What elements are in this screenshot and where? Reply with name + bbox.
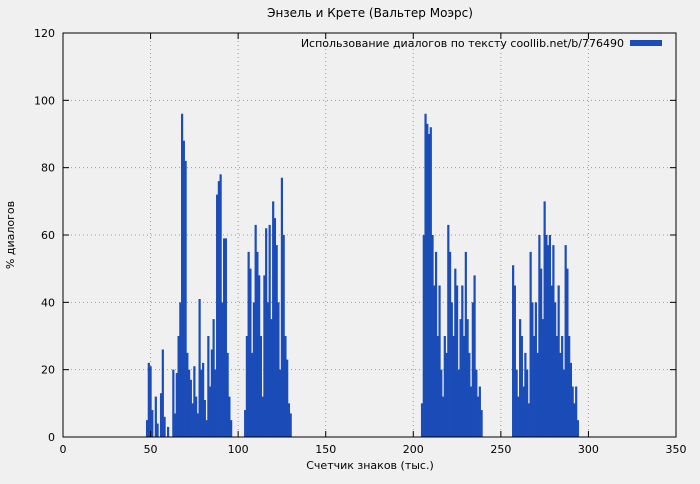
tick-marks bbox=[62, 32, 677, 438]
svg-text:0: 0 bbox=[60, 443, 67, 456]
svg-text:120: 120 bbox=[34, 27, 55, 40]
chart-title: Энзель и Крете (Вальтер Моэрс) bbox=[267, 6, 473, 20]
svg-text:150: 150 bbox=[315, 443, 336, 456]
svg-text:250: 250 bbox=[490, 443, 511, 456]
impulse-series bbox=[145, 113, 580, 437]
svg-text:80: 80 bbox=[41, 162, 55, 175]
svg-text:100: 100 bbox=[228, 443, 249, 456]
legend-swatch bbox=[630, 40, 662, 46]
svg-text:20: 20 bbox=[41, 364, 55, 377]
x-tick-labels: 0 50 100 150 200 250 300 350 bbox=[60, 443, 687, 456]
x-axis-label: Счетчик знаков (тыс.) bbox=[306, 459, 434, 472]
svg-text:100: 100 bbox=[34, 94, 55, 107]
svg-text:300: 300 bbox=[578, 443, 599, 456]
svg-text:200: 200 bbox=[403, 443, 424, 456]
svg-text:350: 350 bbox=[666, 443, 687, 456]
svg-text:40: 40 bbox=[41, 296, 55, 309]
y-axis-label: % диалогов bbox=[4, 201, 17, 269]
svg-text:0: 0 bbox=[48, 431, 55, 444]
legend-label: Использование диалогов по тексту coollib… bbox=[301, 37, 624, 50]
svg-text:50: 50 bbox=[144, 443, 158, 456]
svg-text:60: 60 bbox=[41, 229, 55, 242]
y-tick-labels: 0 20 40 60 80 100 120 bbox=[34, 27, 55, 444]
